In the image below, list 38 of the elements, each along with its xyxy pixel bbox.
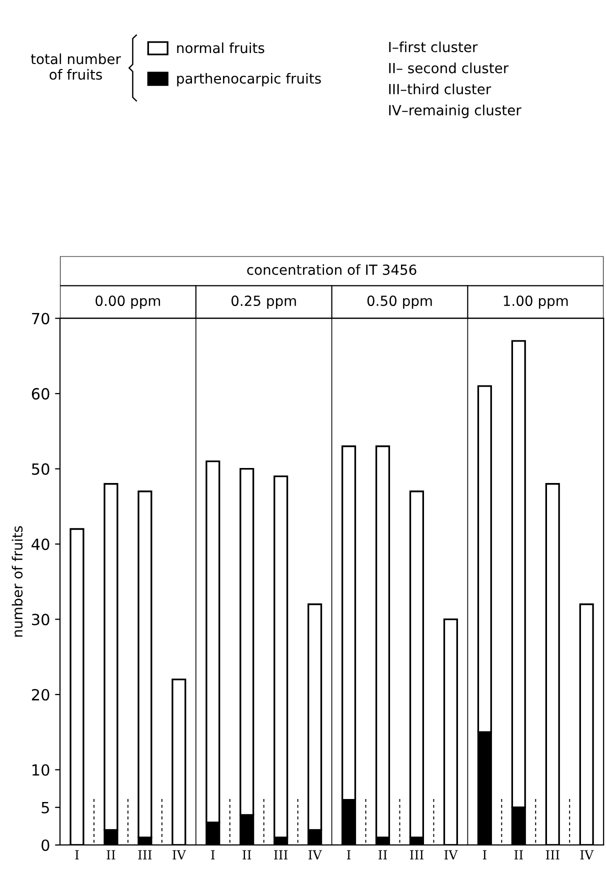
- text: III–third cluster: [389, 84, 492, 94]
- x-tick-label: I: [211, 850, 215, 860]
- x-tick-label: II: [106, 850, 116, 860]
- x-tick-label: I: [75, 850, 79, 860]
- y-tick-label: 50: [32, 463, 50, 475]
- x-tick-label: IV: [444, 850, 458, 860]
- x-tick-label: III: [274, 850, 288, 860]
- x-tick-label: I: [346, 850, 351, 860]
- text: I–first cluster: [389, 42, 478, 52]
- y-tick-label: 60: [32, 388, 50, 400]
- legend-label: normal fruits: [177, 42, 264, 54]
- x-tick-label: III: [138, 850, 152, 860]
- text: IV–remainig cluster: [389, 104, 522, 118]
- x-tick-label: II: [378, 850, 387, 860]
- y-tick-label: 10: [32, 764, 50, 776]
- text: 0.50 ppm: [367, 296, 432, 309]
- text: 0.25 ppm: [232, 296, 296, 309]
- x-tick-label: III: [410, 850, 424, 860]
- y-tick-label: 0: [42, 839, 50, 852]
- y-tick-label: 30: [32, 614, 50, 626]
- text: 1.00 ppm: [504, 296, 568, 309]
- text: 0.00 ppm: [96, 296, 160, 309]
- y-tick-label: 20: [32, 688, 50, 701]
- y-tick-label: 5: [42, 802, 49, 814]
- text: total number of fruits: [30, 53, 121, 80]
- x-tick-label: IV: [172, 850, 186, 860]
- x-tick-label: I: [482, 850, 486, 860]
- x-tick-label: IV: [580, 850, 594, 860]
- legend-label: parthenocarpic fruits: [177, 72, 321, 86]
- chart-title: concentration of IT 3456: [247, 264, 416, 275]
- y-axis-title: number of fruits: [12, 526, 23, 637]
- x-tick-label: III: [546, 850, 560, 860]
- x-tick-label: IV: [308, 850, 322, 860]
- y-tick-label: 70: [32, 312, 50, 324]
- x-tick-label: II: [514, 850, 523, 860]
- x-tick-label: II: [242, 850, 252, 860]
- y-tick-label: 40: [32, 538, 50, 550]
- text: II– second cluster: [389, 62, 509, 74]
